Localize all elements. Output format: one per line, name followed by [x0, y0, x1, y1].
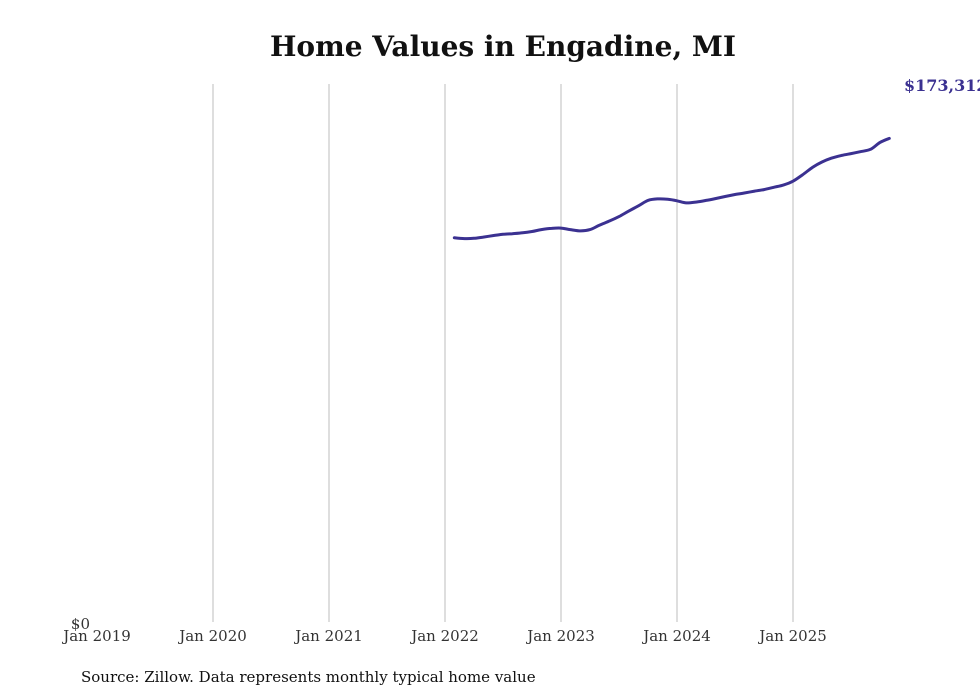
series-line-home-value: [452, 136, 891, 241]
end-labels: $173,312: [904, 76, 980, 95]
y-axis-tick-labels: $0: [71, 615, 90, 633]
x-axis-tick-labels: Jan 2019 Jan 2020 Jan 2021 Jan 2022 Jan 2023…: [61, 627, 827, 645]
x-tick-label: Jan 2023: [525, 627, 595, 645]
gridlines: [212, 84, 794, 622]
x-tick-label: Jan 2025: [757, 627, 827, 645]
x-tick-label: Jan 2021: [293, 627, 363, 645]
x-tick-label: Jan 2019: [61, 627, 131, 645]
source-note: Source: Zillow. Data represents monthly …: [81, 668, 536, 686]
y-tick-label: $0: [71, 615, 90, 633]
chart-title: Home Values in Engadine, MI: [269, 30, 737, 63]
series-lines: [452, 136, 891, 241]
x-tick-label: Jan 2024: [641, 627, 711, 645]
end-value-label: $173,312: [904, 76, 980, 95]
x-tick-label: Jan 2022: [409, 627, 479, 645]
x-tick-label: Jan 2020: [177, 627, 247, 645]
